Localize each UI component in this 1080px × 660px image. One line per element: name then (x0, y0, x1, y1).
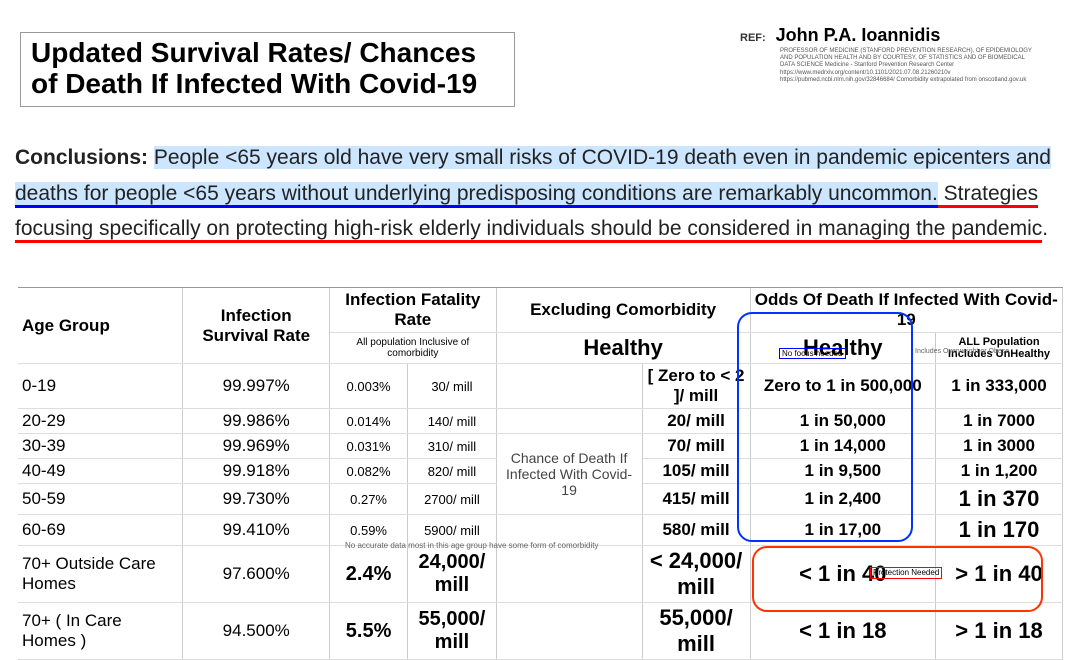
table-row: 50-59 99.730% 0.27% 2700/ mill 415/ mill… (18, 483, 1063, 515)
conclusions-paragraph: Conclusions: People <65 years old have v… (15, 140, 1065, 247)
reference-block: REF: John P.A. Ioannidis PROFESSOR OF ME… (740, 25, 1032, 83)
table-row: 20-29 99.986% 0.014% 140/ mill 20/ mill … (18, 408, 1063, 434)
table-row: 70+ Outside Care Homes 97.600% 2.4% 24,0… (18, 545, 1063, 603)
main-title: Updated Survival Rates/ Chances of Death… (20, 32, 515, 107)
table-row: 0-19 99.997% 0.003% 30/ mill [ Zero to <… (18, 363, 1063, 409)
mortality-table: Age Group Infection Survival Rate Infect… (18, 287, 1064, 660)
table-row: 40-49 99.918% 0.082% 820/ mill 105/ mill… (18, 458, 1063, 484)
table-row: 70+ ( In Care Homes ) 94.500% 5.5% 55,00… (18, 602, 1063, 660)
table-row: 30-39 99.969% 0.031% 310/ mill Chance of… (18, 433, 1063, 515)
